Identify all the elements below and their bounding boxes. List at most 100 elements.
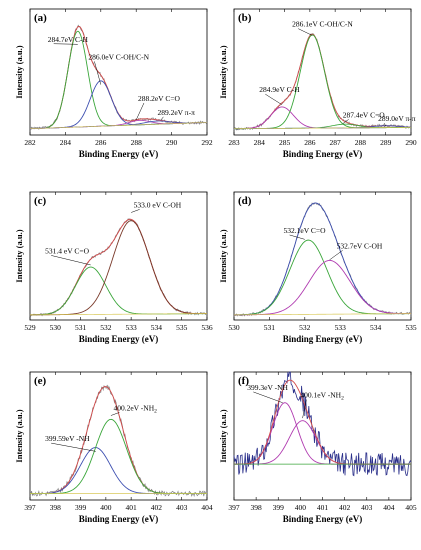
series-line — [29, 218, 208, 316]
x-tick-label: 290 — [166, 138, 178, 147]
series-line — [29, 313, 208, 316]
annotation-leader — [53, 43, 78, 45]
annotation-text: 533.0 eV C-OH — [134, 200, 182, 209]
x-tick-label: 400 — [295, 503, 307, 512]
x-tick-label: 532 — [100, 323, 112, 332]
peak-annotation: 284.9eV C-H — [259, 85, 300, 94]
x-axis-label: Binding Energy (eV) — [283, 149, 363, 159]
peak-annotation: 289.0eV π-π — [378, 114, 416, 123]
series-line — [233, 313, 412, 316]
series-line — [29, 220, 208, 316]
annotation-text: 399.3eV -NH — [247, 383, 288, 392]
panel-label: (e) — [34, 375, 47, 387]
x-tick-label: 530 — [228, 323, 240, 332]
annotation-text: 400.1eV -NH — [300, 391, 341, 400]
annotation-leader — [298, 28, 313, 36]
annotation-text: 284.9eV C-H — [259, 85, 300, 94]
peak-annotation: 284.7eV C-H — [48, 35, 89, 44]
annotation-leader — [110, 412, 120, 416]
annotation-text: 286.1eV C-OH/C-N — [292, 20, 353, 29]
x-tick-label: 292 — [201, 138, 213, 147]
x-tick-label: 397 — [228, 503, 240, 512]
peak-annotation: 400.1eV -NH2 — [300, 391, 344, 402]
series-line — [30, 418, 207, 495]
peak-annotation: 531.4 eV C=O — [45, 246, 89, 255]
x-tick-label: 532 — [299, 323, 311, 332]
annotation-subscript: 2 — [341, 396, 344, 402]
series-line — [29, 447, 207, 495]
x-tick-label: 284 — [254, 138, 266, 147]
x-tick-label: 399 — [273, 503, 285, 512]
annotation-text: 532.7eV C-OH — [337, 241, 383, 250]
x-tick-label: 286 — [95, 138, 107, 147]
x-tick-label: 533 — [126, 323, 138, 332]
x-axis-label: Binding Energy (eV) — [79, 334, 159, 344]
y-axis-label: Intensity (a.u.) — [218, 409, 228, 462]
x-tick-label: 287 — [330, 138, 342, 147]
x-tick-label: 535 — [176, 323, 188, 332]
plot-frame — [29, 191, 208, 321]
x-tick-label: 397 — [24, 503, 36, 512]
peak-annotation: 532.7eV C-OH — [337, 241, 383, 250]
panel-label: (c) — [34, 195, 47, 207]
annotation-leader — [265, 93, 283, 105]
annotation-leader — [329, 250, 343, 261]
x-tick-label: 288 — [131, 138, 143, 147]
x-tick-label: 286 — [304, 138, 316, 147]
annotation-text: 400.2eV -NH — [113, 403, 154, 412]
y-axis-label: Intensity (a.u.) — [14, 409, 24, 462]
annotation-leader — [383, 123, 386, 127]
panel-e: 397 398 399 400 401 402 403 404 400.2eV -NH2 399.… — [14, 371, 213, 524]
annotation-leader — [51, 255, 91, 266]
series-line — [233, 127, 412, 130]
series-line — [29, 80, 208, 130]
panel-d: 530 531 532 533 534 535 532.1eV C=O 532.7eV C-O… — [218, 191, 417, 344]
plot-frame — [29, 8, 208, 136]
peak-annotation: 288.2eV C=O — [138, 94, 181, 103]
x-tick-label: 402 — [151, 503, 163, 512]
series-line — [233, 259, 411, 316]
annotation-leader — [94, 61, 102, 85]
x-tick-label: 398 — [50, 503, 62, 512]
x-tick-label: 290 — [405, 138, 417, 147]
x-tick-label: 533 — [335, 323, 347, 332]
x-tick-label: 399 — [75, 503, 87, 512]
x-tick-label: 404 — [201, 503, 213, 512]
x-tick-label: 401 — [126, 503, 138, 512]
x-tick-label: 536 — [201, 323, 213, 332]
series-line — [234, 420, 411, 465]
x-tick-label: 282 — [24, 138, 36, 147]
plot-frame — [29, 371, 208, 501]
x-tick-label: 403 — [176, 503, 188, 512]
annotation-text: 284.7eV C-H — [48, 35, 89, 44]
peak-annotation: 399.59eV -NH — [45, 434, 90, 443]
annotation-text: 289.2eV π-π — [157, 108, 195, 117]
peak-annotation: 532.1eV C=O — [284, 226, 327, 235]
x-axis-label: Binding Energy (eV) — [283, 514, 363, 524]
panel-a: 282 284 286 288 290 292 284.7eV C-H 286.0eV C-O… — [14, 8, 213, 159]
annotation-leader — [289, 234, 305, 240]
annotation-leader — [131, 209, 140, 213]
y-axis-label: Intensity (a.u.) — [218, 229, 228, 282]
peak-annotation: 287.4eV C=O — [343, 110, 386, 119]
annotation-leader — [253, 391, 283, 403]
annotation-leader — [302, 399, 307, 419]
peak-annotation: 289.2eV π-π — [157, 108, 195, 117]
y-axis-label: Intensity (a.u.) — [218, 45, 228, 98]
x-tick-label: 531 — [264, 323, 276, 332]
peak-annotation: 399.3eV -NH — [247, 383, 288, 392]
series-line — [29, 266, 208, 316]
peak-annotation: 400.2eV -NH2 — [113, 403, 157, 414]
x-tick-label: 289 — [380, 138, 392, 147]
series-line — [233, 239, 412, 316]
annotation-text: 288.2eV C=O — [138, 94, 181, 103]
x-tick-label: 404 — [383, 503, 395, 512]
series-line — [233, 202, 412, 317]
x-tick-label: 403 — [361, 503, 373, 512]
x-tick-label: 398 — [251, 503, 263, 512]
y-axis-label: Intensity (a.u.) — [14, 229, 24, 282]
peak-annotation: 286.1eV C-OH/C-N — [292, 20, 353, 29]
series-line — [29, 217, 208, 317]
panel-label: (d) — [238, 195, 252, 207]
